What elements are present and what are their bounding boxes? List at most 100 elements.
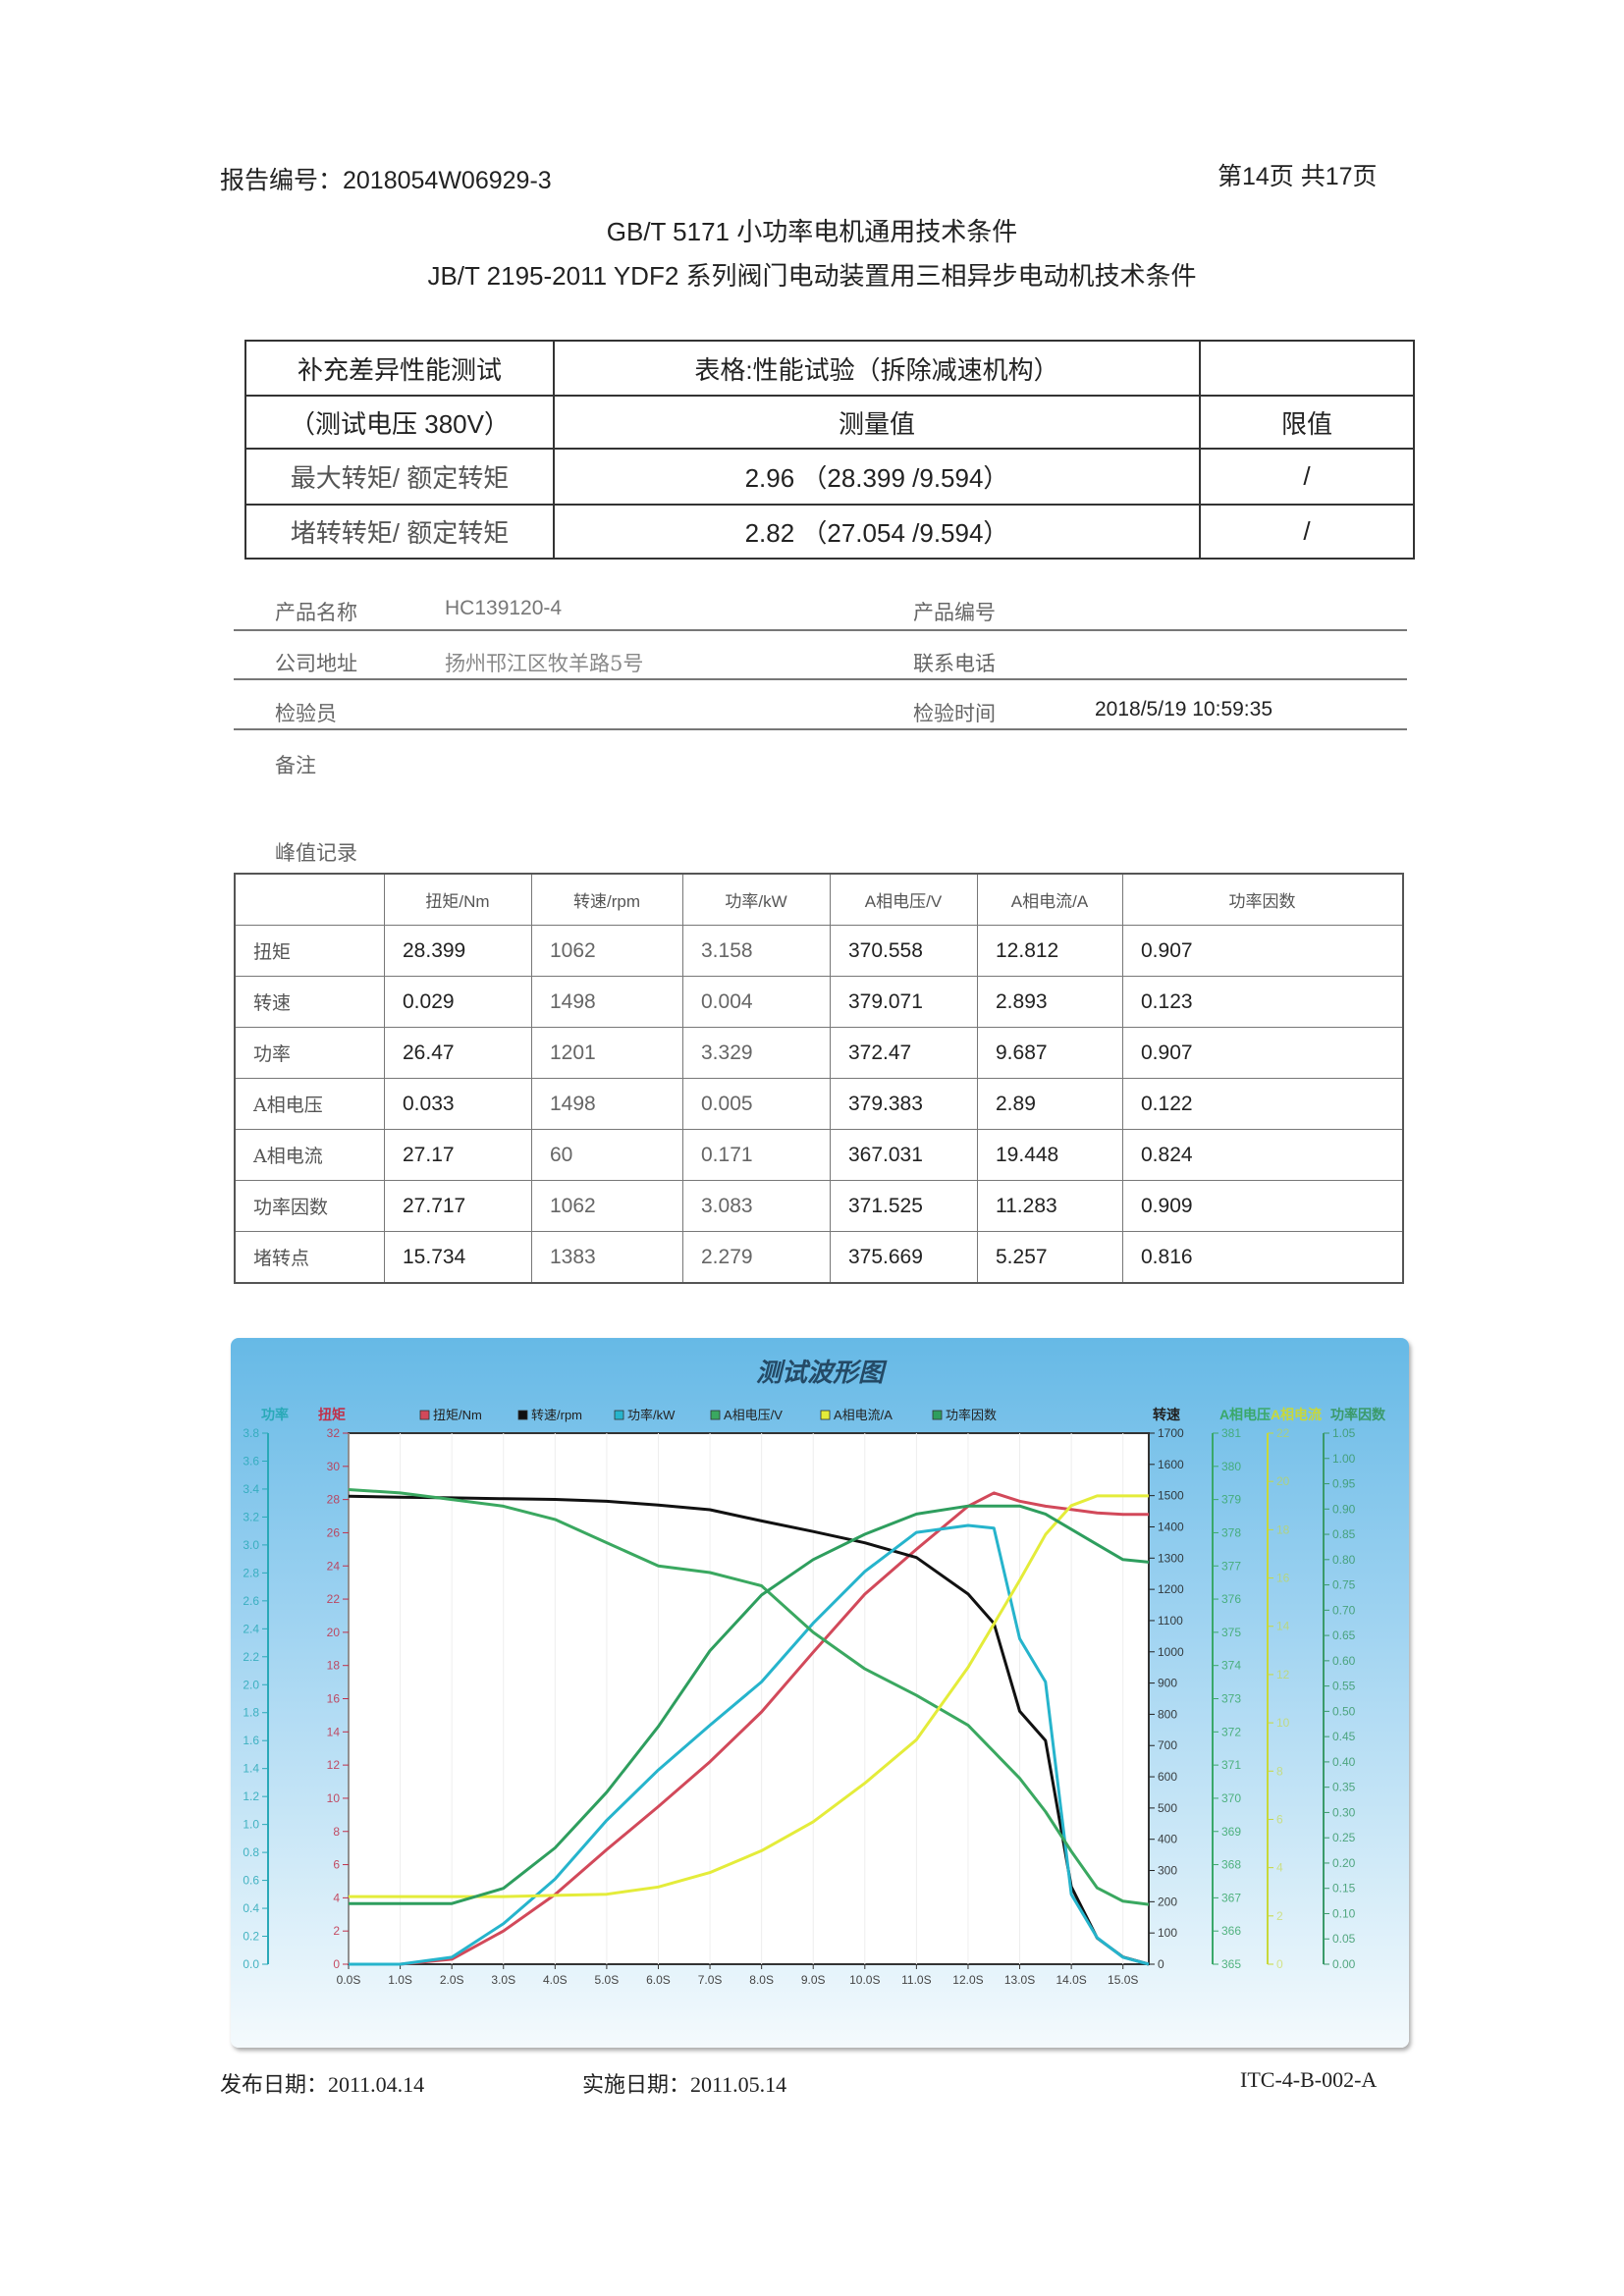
table-row: 堵转点 15.734 1383 2.279 375.669 5.257 0.816 [234, 1231, 1404, 1284]
torque-axis-title: 扭矩 [318, 1407, 346, 1422]
voltage-tick-label: 365 [1221, 1957, 1241, 1971]
cell-value: 60 [531, 1129, 683, 1181]
power-axis-title: 功率 [261, 1407, 289, 1422]
power-tick-label: 1.0 [243, 1818, 259, 1832]
power-tick-label: 0.8 [243, 1845, 259, 1859]
peak-table-header: 扭矩/Nm 转速/rpm 功率/kW A相电压/V A相电流/A 功率因数 [234, 873, 1404, 926]
power-tick-label: 0.0 [243, 1957, 259, 1971]
pf-tick-label: 0.80 [1332, 1553, 1356, 1567]
speed-tick-label: 200 [1158, 1895, 1177, 1908]
header-cell: 功率/kW [682, 873, 831, 926]
power-tick-label: 1.4 [243, 1762, 259, 1776]
pf-tick-label: 0.30 [1332, 1805, 1356, 1819]
row-label: 堵转点 [234, 1231, 385, 1284]
voltage-tick-label: 376 [1221, 1592, 1241, 1606]
pf-tick-label: 0.70 [1332, 1603, 1356, 1617]
cell-value: 3.329 [682, 1027, 831, 1079]
cell-value: 9.687 [977, 1027, 1123, 1079]
power-tick-label: 3.6 [243, 1454, 259, 1468]
pf-tick-label: 0.05 [1332, 1932, 1356, 1946]
plot-area [348, 1432, 1150, 1965]
cell-value: 379.383 [830, 1078, 978, 1130]
cell-value: 15.734 [384, 1231, 532, 1284]
x-tick-label: 12.0S [952, 1973, 983, 1987]
pf-tick-label: 0.60 [1332, 1654, 1356, 1668]
voltage-tick-label: 368 [1221, 1858, 1241, 1872]
row-label: 堵转转矩/ 额定转矩 [244, 504, 555, 560]
cell-value: 3.083 [682, 1180, 831, 1232]
torque-tick-label: 26 [327, 1525, 341, 1539]
header-cell [234, 873, 385, 926]
pf-tick-label: 0.10 [1332, 1906, 1356, 1920]
current-tick-label: 2 [1276, 1909, 1283, 1923]
power-tick-label: 2.4 [243, 1622, 259, 1635]
row-limit: / [1199, 448, 1415, 506]
power-tick-label: 3.0 [243, 1538, 259, 1552]
cell-value: 1062 [531, 925, 683, 977]
measured-header: 测量值 [553, 395, 1201, 450]
torque-tick-label: 20 [327, 1626, 341, 1639]
cell-value: 1383 [531, 1231, 683, 1284]
pf-tick-label: 0.85 [1332, 1527, 1356, 1541]
torque-tick-label: 6 [333, 1858, 340, 1872]
cell-value: 0.816 [1122, 1231, 1404, 1284]
x-tick-label: 13.0S [1004, 1973, 1035, 1987]
torque-tick-label: 28 [327, 1493, 341, 1507]
voltage-tick-label: 381 [1221, 1426, 1241, 1440]
x-tick-label: 5.0S [595, 1973, 620, 1987]
voltage-tick-label: 380 [1221, 1460, 1241, 1473]
cell-value: 19.448 [977, 1129, 1123, 1181]
cell-value: 0.005 [682, 1078, 831, 1130]
cell-value: 5.257 [977, 1231, 1123, 1284]
table-row: 功率 26.47 1201 3.329 372.47 9.687 0.907 [234, 1027, 1404, 1079]
phone-label: 联系电话 [913, 652, 996, 675]
speed-tick-label: 500 [1158, 1801, 1177, 1815]
product-no-label: 产品编号 [913, 601, 996, 624]
row-value: 2.96 （28.399 /9.594） [553, 448, 1201, 506]
time-label: 检验时间 [913, 702, 996, 725]
torque-tick-label: 16 [327, 1692, 341, 1706]
speed-tick-label: 1000 [1158, 1645, 1184, 1659]
empty-cell [1199, 340, 1415, 397]
table-row: 堵转转矩/ 额定转矩 2.82 （27.054 /9.594） / [244, 504, 1415, 560]
current-tick-label: 16 [1276, 1572, 1290, 1585]
cell-value: 0.033 [384, 1078, 532, 1130]
time-value: 2018/5/19 10:59:35 [1095, 698, 1273, 721]
pf-axis-title: 功率因数 [1330, 1407, 1386, 1422]
row-label: A相电流 [234, 1129, 385, 1181]
speed-axis-title: 转速 [1153, 1407, 1180, 1422]
legend-swatch [820, 1410, 831, 1420]
speed-tick-label: 800 [1158, 1707, 1177, 1721]
header-cell: 功率因数 [1122, 873, 1404, 926]
cell-value: 0.029 [384, 976, 532, 1028]
speed-tick-label: 1200 [1158, 1582, 1184, 1596]
series-line [348, 1488, 1150, 1906]
pf-tick-label: 0.35 [1332, 1781, 1356, 1794]
cell-value: 2.893 [977, 976, 1123, 1028]
torque-tick-label: 0 [333, 1957, 340, 1971]
cell-value: 1201 [531, 1027, 683, 1079]
pf-tick-label: 0.95 [1332, 1477, 1356, 1491]
x-tick-label: 7.0S [698, 1973, 723, 1987]
header-cell: A相电流/A [977, 873, 1123, 926]
row-label: 功率 [234, 1027, 385, 1079]
row-label: A相电压 [234, 1078, 385, 1130]
pf-tick-label: 0.50 [1332, 1704, 1356, 1718]
power-tick-label: 3.8 [243, 1426, 259, 1440]
speed-tick-label: 300 [1158, 1864, 1177, 1878]
row-limit: / [1199, 504, 1415, 560]
torque-tick-label: 24 [327, 1559, 341, 1573]
pf-tick-label: 0.55 [1332, 1680, 1356, 1693]
table-row: 转速 0.029 1498 0.004 379.071 2.893 0.123 [234, 976, 1404, 1028]
voltage-tick-label: 375 [1221, 1626, 1241, 1639]
power-tick-label: 3.2 [243, 1510, 259, 1523]
power-tick-label: 1.6 [243, 1734, 259, 1747]
speed-tick-label: 1500 [1158, 1489, 1184, 1503]
cell-value: 3.158 [682, 925, 831, 977]
cell-value: 27.17 [384, 1129, 532, 1181]
voltage-tick-label: 369 [1221, 1825, 1241, 1839]
pf-tick-label: 0.25 [1332, 1831, 1356, 1844]
product-name-label: 产品名称 [275, 601, 357, 624]
cell-value: 375.669 [830, 1231, 978, 1284]
speed-tick-label: 1100 [1158, 1614, 1183, 1628]
